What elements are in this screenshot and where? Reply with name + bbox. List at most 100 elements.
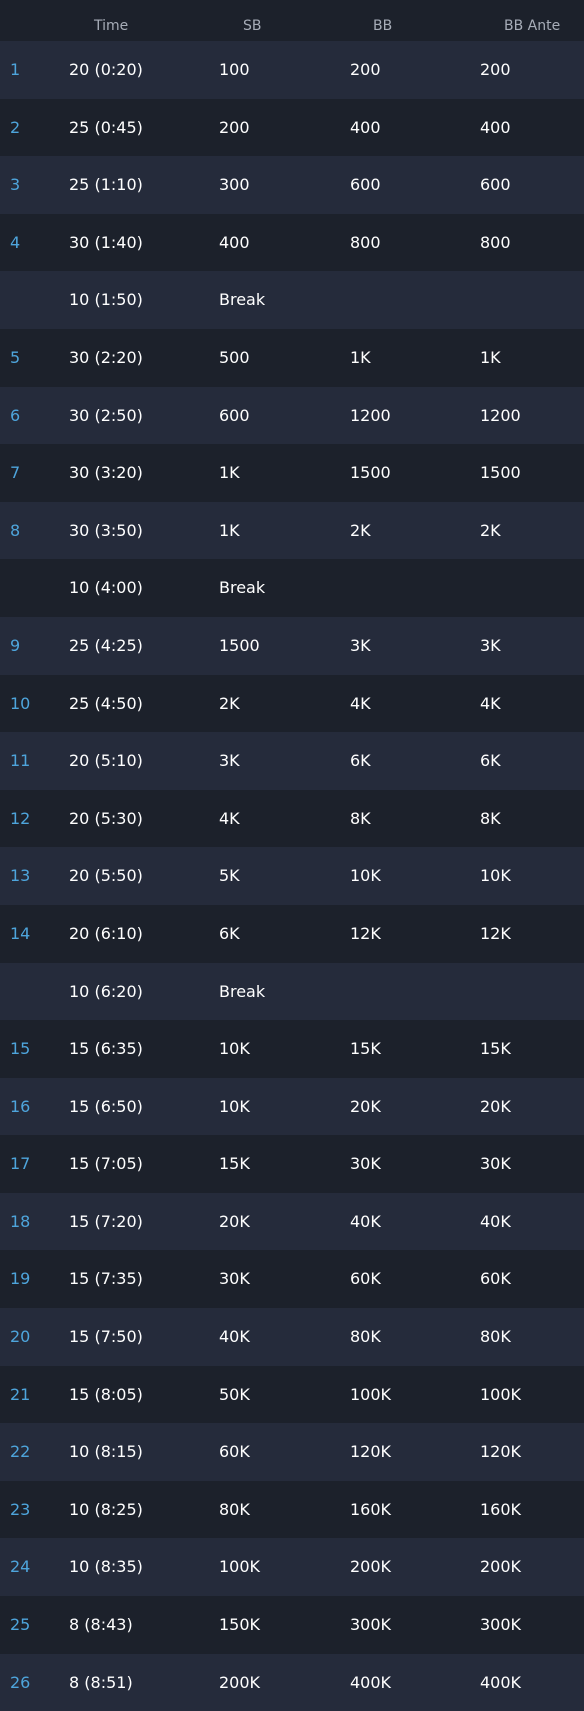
table-row: 16 15 (6:50) 10K 20K 20K — [0, 1077, 584, 1136]
sb-cell: 200 — [219, 117, 250, 137]
column-header-time: Time — [94, 18, 129, 34]
sb-cell: 30K — [219, 1269, 250, 1289]
level-cell: 10 — [10, 693, 31, 713]
table-row: 4 30 (1:40) 400 800 800 — [0, 213, 584, 272]
bb-cell: 200K — [350, 1557, 392, 1577]
bb-cell: 200 — [350, 60, 381, 79]
bb-cell: 800 — [350, 232, 381, 252]
time-cell: 15 (7:50) — [69, 1327, 143, 1347]
sb-cell: 6K — [219, 923, 240, 943]
sb-cell: 1K — [219, 520, 240, 540]
bb-cell: 40K — [350, 1211, 381, 1231]
time-cell: 15 (6:35) — [69, 1039, 143, 1059]
bb-ante-cell: 20K — [480, 1096, 511, 1116]
table-row: 11 20 (5:10) 3K 6K 6K — [0, 732, 584, 790]
table-row: 23 10 (8:25) 80K 160K 160K — [0, 1480, 584, 1539]
level-cell: 12 — [10, 808, 31, 828]
table-row: 9 25 (4:25) 1500 3K 3K — [0, 616, 584, 675]
sb-cell: 1K — [219, 463, 240, 483]
bb-ante-cell: 8K — [480, 808, 501, 828]
level-cell: 19 — [10, 1269, 31, 1289]
sb-cell: 40K — [219, 1327, 250, 1347]
bb-ante-cell: 30K — [480, 1154, 511, 1174]
sb-cell: 500 — [219, 347, 250, 367]
level-cell: 22 — [10, 1442, 31, 1462]
time-cell: 30 (2:20) — [69, 347, 143, 367]
time-cell: 10 (8:35) — [69, 1557, 143, 1577]
sb-cell: 4K — [219, 808, 240, 828]
sb-cell: 10K — [219, 1039, 250, 1059]
table-row: 2 25 (0:45) 200 400 400 — [0, 98, 584, 157]
time-cell: 25 (4:25) — [69, 635, 143, 655]
bb-ante-cell: 3K — [480, 635, 501, 655]
bb-cell: 15K — [350, 1039, 381, 1059]
bb-ante-cell: 600 — [480, 175, 511, 195]
table-row-break: 10 (6:20) Break — [0, 962, 584, 1021]
time-cell: 10 (8:25) — [69, 1499, 143, 1519]
time-cell: 15 (6:50) — [69, 1096, 143, 1116]
time-cell: 30 (3:20) — [69, 463, 143, 483]
table-row: 5 30 (2:20) 500 1K 1K — [0, 328, 584, 387]
level-cell: 8 — [10, 520, 21, 540]
sb-cell: 60K — [219, 1442, 250, 1462]
level-cell: 20 — [10, 1327, 31, 1347]
time-cell: 20 (5:10) — [69, 751, 143, 771]
sb-cell: 100K — [219, 1557, 261, 1577]
level-cell: 17 — [10, 1154, 31, 1174]
bb-ante-cell: 2K — [480, 520, 501, 540]
table-row: 13 20 (5:50) 5K 10K 10K — [0, 847, 584, 905]
bb-cell: 10K — [350, 866, 381, 886]
time-cell: 25 (0:45) — [69, 117, 143, 137]
table-body: 1 20 (0:20) 100 200 200 2 25 (0:45) 200 400 400 3 2… — [0, 41, 584, 1711]
level-cell: 7 — [10, 463, 21, 483]
table-row: 12 20 (5:30) 4K 8K 8K — [0, 789, 584, 848]
time-cell: 15 (7:05) — [69, 1154, 143, 1174]
table-row: 24 10 (8:35) 100K 200K 200K — [0, 1538, 584, 1597]
bb-ante-cell: 400 — [480, 117, 511, 137]
bb-cell: 6K — [350, 751, 371, 771]
level-cell: 4 — [10, 232, 21, 252]
time-cell: 8 (8:51) — [69, 1672, 133, 1692]
level-cell: 9 — [10, 635, 21, 655]
level-cell: 5 — [10, 347, 21, 367]
sb-cell: Break — [219, 578, 266, 598]
bb-ante-cell: 300K — [480, 1615, 522, 1635]
table-row: 3 25 (1:10) 300 600 600 — [0, 156, 584, 214]
bb-ante-cell: 200K — [480, 1557, 522, 1577]
sb-cell: 300 — [219, 175, 250, 195]
level-cell: 16 — [10, 1096, 31, 1116]
table-row: 15 15 (6:35) 10K 15K 15K — [0, 1020, 584, 1078]
column-header-bb-ante: BB Ante — [504, 18, 561, 34]
level-cell: 6 — [10, 405, 21, 425]
time-cell: 25 (1:10) — [69, 175, 143, 195]
bb-ante-cell: 6K — [480, 751, 501, 771]
time-cell: 30 (3:50) — [69, 520, 143, 540]
bb-cell: 300K — [350, 1615, 392, 1635]
time-cell: 20 (5:30) — [69, 808, 143, 828]
time-cell: 30 (1:40) — [69, 232, 143, 252]
bb-ante-cell: 60K — [480, 1269, 511, 1289]
table-row: 8 30 (3:50) 1K 2K 2K — [0, 501, 584, 560]
time-cell: 20 (0:20) — [69, 60, 143, 79]
sb-cell: 600 — [219, 405, 250, 425]
sb-cell: 5K — [219, 866, 240, 886]
table-row-break: 10 (4:00) Break — [0, 559, 584, 617]
level-cell: 26 — [10, 1672, 31, 1692]
level-cell: 11 — [10, 751, 31, 771]
time-cell: 10 (8:15) — [69, 1442, 143, 1462]
bb-ante-cell: 120K — [480, 1442, 522, 1462]
level-cell: 21 — [10, 1384, 31, 1404]
time-cell: 25 (4:50) — [69, 693, 143, 713]
bb-ante-cell: 10K — [480, 866, 511, 886]
bb-cell: 2K — [350, 520, 371, 540]
bb-cell: 8K — [350, 808, 371, 828]
bb-cell: 400 — [350, 117, 381, 137]
sb-cell: 80K — [219, 1499, 250, 1519]
bb-ante-cell: 1500 — [480, 463, 521, 483]
level-cell: 15 — [10, 1039, 31, 1059]
table-row: 26 8 (8:51) 200K 400K 400K — [0, 1653, 584, 1711]
sb-cell: 50K — [219, 1384, 250, 1404]
sb-cell: Break — [219, 981, 266, 1001]
bb-ante-cell: 800 — [480, 232, 511, 252]
